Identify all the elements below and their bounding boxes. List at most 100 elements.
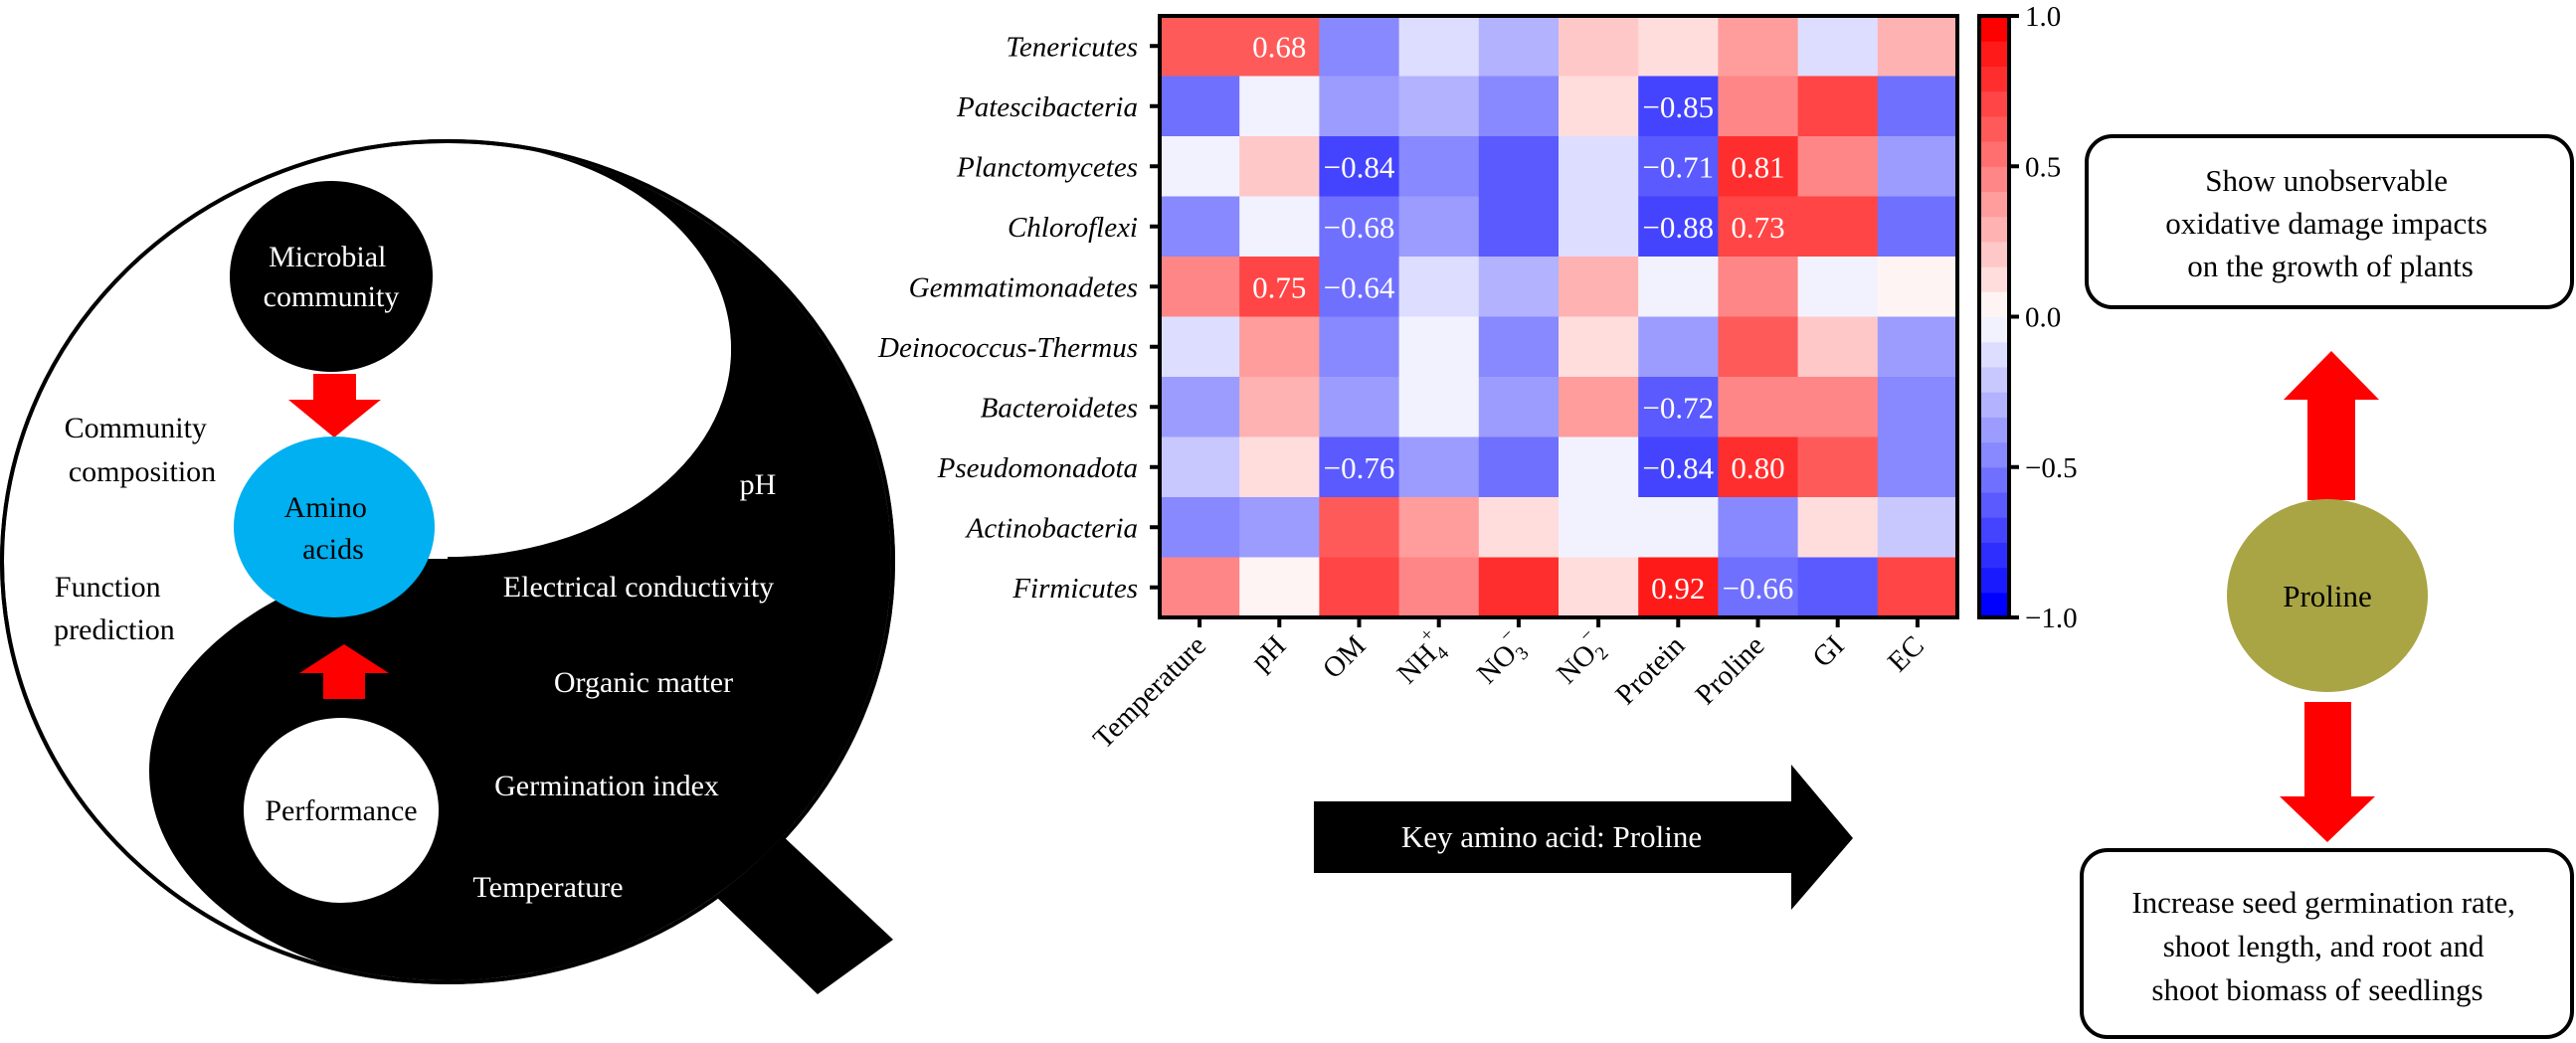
colorbar-tick-label: −0.5 <box>2025 452 2078 484</box>
colorbar-step <box>1979 291 2009 318</box>
heatmap-cell <box>1797 497 1879 558</box>
heatmap-cell <box>1478 436 1560 498</box>
heatmap-cell <box>1319 497 1400 558</box>
cell-annotation: 0.81 <box>1731 149 1784 184</box>
colorbar-step <box>1979 517 2009 543</box>
top-box-line-3: on the growth of plants <box>2187 249 2474 283</box>
heatmap-cell <box>1319 436 1400 498</box>
heatmap-cell <box>1638 257 1719 317</box>
performance-label: Performance <box>265 794 417 827</box>
colorbar-step <box>1979 341 2009 368</box>
arrow-down-icon <box>288 374 381 437</box>
factor-temperature-label: Temperature <box>472 871 623 904</box>
heatmap-cell <box>1319 196 1400 258</box>
x-tick-label: GI <box>1806 629 1850 673</box>
svg-text:Microbial community: Microbial community <box>264 241 400 313</box>
y-tick-label: Bacteroidetes <box>981 392 1138 424</box>
colorbar-step <box>1979 491 2009 518</box>
cell-annotation: −0.88 <box>1642 210 1714 245</box>
key-arrow-label: Key amino acid: Proline <box>1401 819 1702 854</box>
heatmap-cell <box>1239 316 1320 378</box>
colorbar-step <box>1979 141 2009 167</box>
heatmap-cell <box>1160 257 1240 317</box>
cell-annotation: −0.85 <box>1642 89 1714 124</box>
cell-annotation: 0.80 <box>1731 450 1784 485</box>
colorbar-step <box>1979 567 2009 594</box>
y-tick-label: Patescibacteria <box>956 91 1138 123</box>
function-prediction-label-1: Function <box>55 571 161 604</box>
x-tick-label: NO2− <box>1546 624 1615 694</box>
colorbar-step <box>1979 16 2009 42</box>
heatmap-cell <box>1478 316 1560 378</box>
x-tick-label: Temperature <box>1087 629 1212 755</box>
heatmap-cell <box>1239 16 1320 77</box>
heatmap-cell <box>1478 257 1560 317</box>
arrow-up-icon <box>2284 351 2379 500</box>
heatmap-cell <box>1559 557 1639 618</box>
microbial-community-label-1: Microbial <box>269 241 386 273</box>
heatmap-cell <box>1478 16 1560 77</box>
svg-text:Community composition: Community composition <box>65 412 217 488</box>
proline-label: Proline <box>2283 579 2372 613</box>
x-tick-label: OM <box>1317 629 1373 685</box>
cell-annotation: −0.76 <box>1324 450 1395 485</box>
cell-annotation: −0.64 <box>1324 269 1395 304</box>
heatmap-cell <box>1718 377 1799 437</box>
x-tick-label: EC <box>1882 629 1931 678</box>
heatmap-cell <box>1638 497 1719 558</box>
heatmap-cell <box>1718 16 1799 77</box>
heatmap-cell <box>1239 257 1320 317</box>
heatmap-cell <box>1478 196 1560 258</box>
heatmap-cell <box>1319 257 1400 317</box>
x-tick-label: Protein <box>1609 629 1691 711</box>
community-composition-label-2: composition <box>69 455 216 488</box>
colorbar-step <box>1979 366 2009 393</box>
colorbar-step <box>1979 392 2009 418</box>
svg-text:Amino acids: Amino acids <box>284 491 375 566</box>
heatmap-cell <box>1638 196 1719 258</box>
heatmap-cell <box>1398 16 1480 77</box>
cell-annotation: 0.75 <box>1252 269 1306 304</box>
heatmap-cell <box>1319 16 1400 77</box>
colorbar-step <box>1979 266 2009 292</box>
heatmap-cell <box>1718 76 1799 137</box>
cell-annotation: 0.92 <box>1651 571 1705 606</box>
colorbar-step <box>1979 41 2009 68</box>
svg-text:Show unobservable oxidat: Show unobservable oxidative damage impac… <box>2165 163 2494 283</box>
heatmap-cell <box>1638 436 1719 498</box>
heatmap-cell <box>1160 557 1240 618</box>
svg-text:Function prediction: Function prediction <box>54 571 175 646</box>
x-tick-label: Proline <box>1690 629 1771 711</box>
cell-annotation: −0.66 <box>1723 571 1794 606</box>
y-tick-label: Pseudomonadota <box>937 452 1138 484</box>
heatmap-cell <box>1559 16 1639 77</box>
heatmap-cell <box>1319 76 1400 137</box>
heatmap-cell <box>1239 497 1320 558</box>
heatmap-cell <box>1398 136 1480 197</box>
heatmap-cell <box>1877 557 1958 618</box>
heatmap-cell <box>1559 377 1639 437</box>
colorbar-step <box>1979 90 2009 117</box>
factor-gi-label: Germination index <box>494 770 719 802</box>
heatmap-cell <box>1638 136 1719 197</box>
colorbar-step <box>1979 316 2009 343</box>
cell-annotation: 0.73 <box>1731 210 1784 245</box>
y-tick-label: Deinococcus-Thermus <box>877 332 1138 364</box>
magnifier-handle <box>712 833 893 994</box>
performance-node <box>244 718 439 903</box>
heatmap-cell <box>1718 557 1799 618</box>
cell-annotation: −0.84 <box>1324 149 1395 184</box>
heatmap-cell <box>1718 136 1799 197</box>
heatmap-cell <box>1877 377 1958 437</box>
seedling-growth-box <box>2080 848 2574 1039</box>
colorbar-tick-label: 0.0 <box>2025 302 2061 334</box>
bottom-box-line-1: Increase seed germination rate, <box>2131 885 2515 920</box>
heatmap-cell <box>1718 257 1799 317</box>
heatmap-cell <box>1877 136 1958 197</box>
proline-outcomes: Show unobservable oxidative damage impac… <box>2080 134 2574 1039</box>
heatmap-cell <box>1877 76 1958 137</box>
heatmap-cell <box>1559 497 1639 558</box>
colorbar-step <box>1979 241 2009 267</box>
heatmap-cell <box>1478 76 1560 137</box>
